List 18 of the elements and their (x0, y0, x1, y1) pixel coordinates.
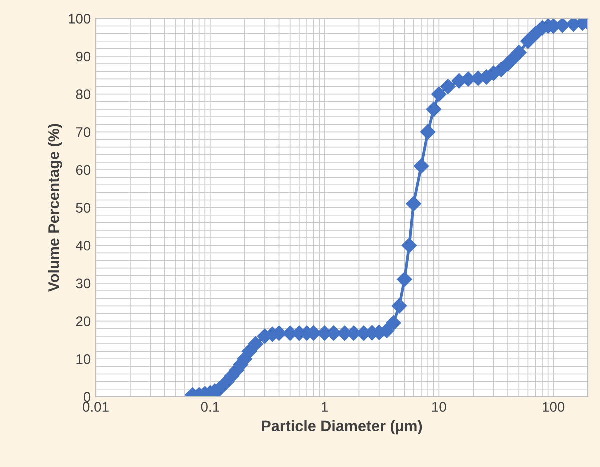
y-tick-label: 0 (84, 392, 91, 402)
x-axis-title: Particle Diameter (µm) (262, 420, 422, 435)
x-tick-label: 1 (322, 402, 328, 412)
y-tick-label: 40 (76, 240, 91, 251)
y-tick-label: 60 (76, 165, 91, 176)
y-tick-label: 10 (76, 354, 91, 364)
y-tick-label: 90 (76, 52, 91, 62)
y-tick-label: 70 (76, 127, 91, 138)
x-tick-label: 0.01 (83, 402, 109, 412)
y-tick-label: 100 (69, 14, 91, 24)
y-tick-label: 30 (76, 278, 91, 289)
x-tick-label: 0.1 (201, 402, 220, 412)
y-tick-label: 20 (76, 316, 91, 326)
y-axis-title: Volume Percentage (%) (48, 124, 62, 292)
x-tick-label: 100 (543, 402, 565, 412)
x-tick-label: 10 (432, 402, 446, 412)
y-tick-label: 50 (76, 203, 91, 213)
y-tick-label: 80 (76, 90, 91, 100)
